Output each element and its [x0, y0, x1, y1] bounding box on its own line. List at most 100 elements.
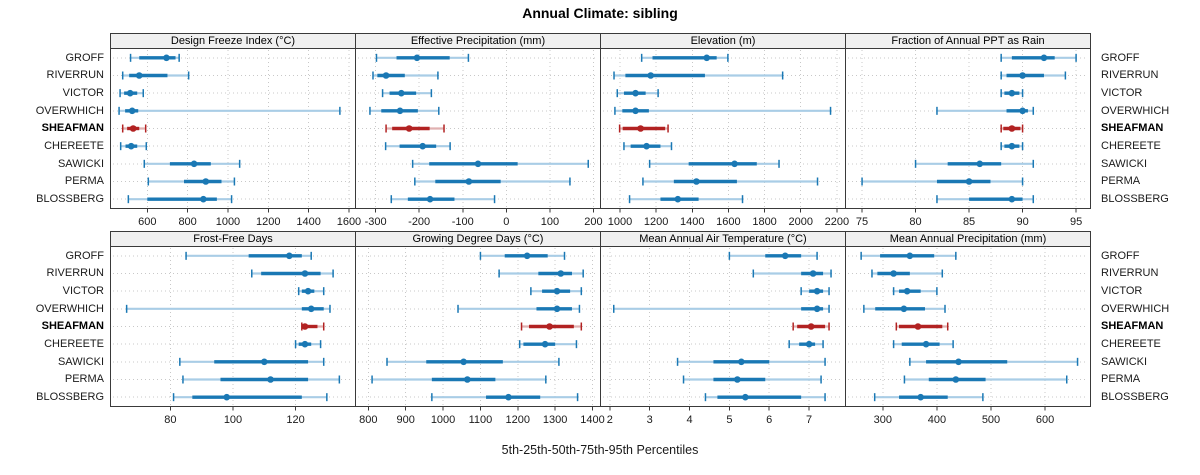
median-dot — [674, 195, 682, 203]
x-tick-label: 6 — [766, 414, 772, 426]
panel-3: Fraction of Annual PPT as Rain 75 80 85 90 95 — [845, 33, 1091, 228]
x-tick-label: 4 — [686, 414, 692, 426]
panel-plot-2: 1000 1200 1400 1600 1800 2000 2200 — [601, 49, 849, 228]
x-tick-label: -300 — [365, 216, 387, 228]
panel-2: Elevation (m) 1000 1200 1400 1600 1800 2000 220… — [600, 33, 849, 228]
median-dot — [805, 340, 813, 348]
median-dot — [1008, 89, 1016, 97]
gridlines — [848, 248, 1088, 405]
panel-row-top: GROFF RIVERRUN VICTOR OVERWHICH SHEAFMAN CHER… — [0, 33, 1200, 228]
row-label-overwhich: OVERWHICH — [35, 104, 104, 117]
median-dot — [128, 107, 136, 115]
x-tick-label: 1600 — [337, 216, 361, 228]
median-dot — [546, 323, 553, 330]
x-tick-label: 800 — [359, 414, 377, 426]
median-dot — [955, 358, 962, 366]
series-blossberg — [127, 195, 233, 204]
x-tick-label: 1400 — [580, 414, 604, 426]
series-sheafman — [301, 322, 325, 331]
series-overwhich — [614, 106, 832, 115]
median-dot — [1008, 142, 1016, 150]
x-tick-label: 1100 — [469, 414, 493, 426]
row-label-blossberg: BLOSSBERG — [36, 193, 104, 206]
median-dot — [260, 358, 268, 366]
panel-row-bottom: GROFF RIVERRUN VICTOR OVERWHICH SHEAFMAN CHER… — [0, 231, 1200, 426]
median-dot — [382, 72, 390, 79]
x-tick-label: 2200 — [825, 216, 849, 228]
row-label-sheafman: SHEAFMAN — [41, 122, 104, 135]
x-tick-label: 1200 — [644, 216, 668, 228]
panel-1: Effective Precipitation (mm) -300 -200 -100… — [355, 33, 603, 228]
series-sheafman — [792, 322, 830, 331]
median-dot — [286, 252, 293, 260]
median-dot — [129, 125, 137, 132]
series-perma — [147, 177, 236, 186]
series-victor — [1000, 89, 1024, 98]
median-dot — [976, 160, 984, 168]
row-label-riverrun: RIVERRUN — [46, 267, 104, 280]
series-victor — [530, 287, 583, 296]
x-tick-label: 600 — [1036, 414, 1054, 426]
x-tick-label: 100 — [224, 414, 242, 426]
row-label-chereete: CHEREETE — [1101, 338, 1161, 351]
series-groff — [375, 53, 470, 62]
x-tick-label: 1400 — [680, 216, 704, 228]
plot-svg-5: 800 900 1000 1100 1200 1300 1400 — [358, 248, 605, 426]
x-tick-label: 300 — [874, 414, 892, 426]
plot-svg-1: -300 -200 -100 0 100 200 — [358, 50, 603, 228]
row-label-perma: PERMA — [64, 175, 104, 188]
row-label-riverrun: RIVERRUN — [1101, 69, 1159, 82]
series-chereete — [294, 340, 322, 349]
panel-plot-0: 600 800 1000 1200 1400 1600 — [111, 49, 361, 228]
x-tick-label: 2000 — [788, 216, 812, 228]
x-axis: 300 400 500 600 — [874, 406, 1054, 426]
row-label-sawicki: SAWICKI — [1101, 355, 1148, 368]
row-label-perma: PERMA — [1101, 373, 1141, 386]
median-dot — [163, 54, 170, 62]
row-label-sheafman: SHEAFMAN — [1101, 122, 1164, 135]
series-sheafman — [520, 322, 583, 331]
median-dot — [190, 160, 198, 168]
median-dot — [223, 393, 231, 401]
series-sawicki — [914, 159, 1035, 168]
x-tick-label: 500 — [982, 414, 1000, 426]
station-labels-bottom-left: GROFF RIVERRUN VICTOR OVERWHICH SHEAFMAN CHER… — [0, 231, 110, 407]
row-label-groff: GROFF — [65, 249, 105, 262]
plot-svg-2: 1000 1200 1400 1600 1800 2000 2200 — [603, 50, 849, 228]
row-label-perma: PERMA — [1101, 175, 1141, 188]
median-dot — [557, 270, 565, 277]
series-sheafman — [1000, 124, 1024, 133]
median-dot — [903, 287, 911, 295]
series-victor — [892, 287, 938, 296]
series-perma — [371, 375, 547, 384]
series-riverrun — [251, 269, 334, 278]
panel-plot-3: 75 80 85 90 95 — [846, 49, 1090, 228]
x-tick-label: 3 — [647, 414, 653, 426]
median-dot — [127, 142, 135, 150]
x-tick-label: 1400 — [296, 216, 320, 228]
median-dot — [1019, 107, 1026, 115]
median-dot — [809, 270, 817, 277]
series-victor — [616, 89, 659, 98]
station-labels-bottom-right: GROFF RIVERRUN VICTOR OVERWHICH SHEAFMAN CHER… — [1094, 231, 1200, 407]
median-dot — [632, 89, 639, 97]
median-dot — [813, 287, 821, 295]
median-dot — [126, 89, 134, 97]
median-dot — [643, 142, 650, 150]
median-dot — [703, 54, 711, 62]
panel-strip-2: Elevation (m) — [601, 34, 845, 49]
panel-plot-6: 2 3 4 5 6 7 — [601, 247, 845, 426]
median-dot — [1008, 195, 1016, 203]
row-label-blossberg: BLOSSBERG — [1101, 391, 1169, 404]
panel-strip-0: Design Freeze Index (°C) — [111, 34, 355, 49]
panel-strip-5: Growing Degree Days (°C) — [356, 232, 600, 247]
series-blossberg — [936, 195, 1035, 204]
plot-svg-0: 600 800 1000 1200 1400 1600 — [113, 50, 361, 228]
series-riverrun — [752, 269, 832, 278]
series-perma — [861, 177, 1024, 186]
row-label-blossberg: BLOSSBERG — [36, 391, 104, 404]
row-label-victor: VICTOR — [62, 285, 104, 298]
station-labels-top-right: GROFF RIVERRUN VICTOR OVERWHICH SHEAFMAN CHER… — [1094, 33, 1200, 209]
median-dot — [460, 358, 467, 366]
median-dot — [647, 72, 655, 79]
